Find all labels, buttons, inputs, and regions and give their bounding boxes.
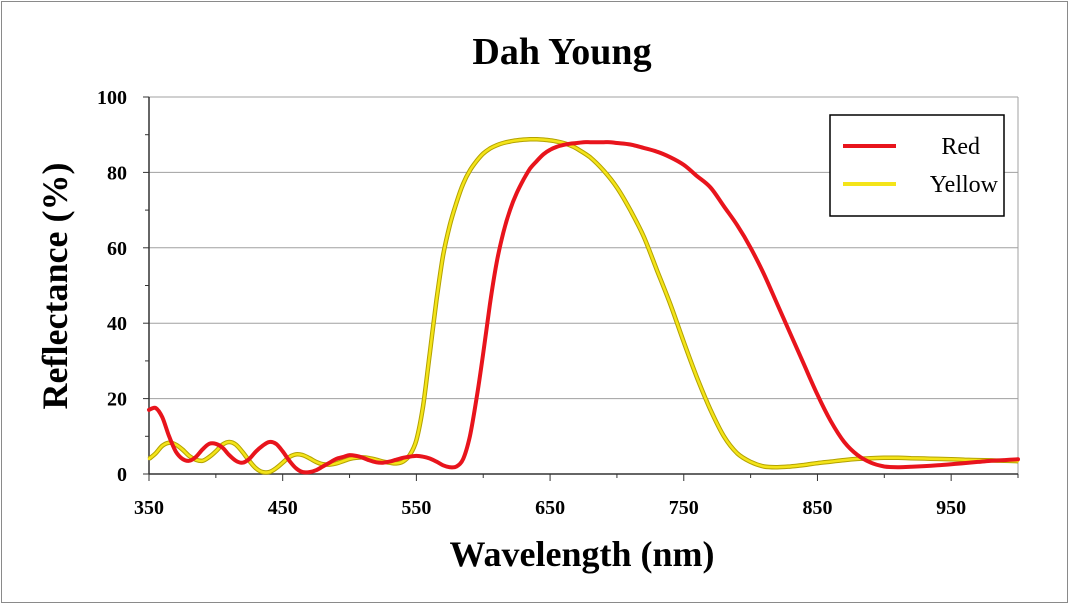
y-axis-label: Reflectance (%) — [35, 163, 75, 410]
legend-box — [829, 114, 1005, 217]
x-tick-label-0: 350 — [134, 497, 164, 519]
series-line-yellow — [147, 137, 1020, 474]
legend: Red Yellow — [829, 114, 1005, 217]
x-axis-label: Wavelength (nm) — [450, 534, 715, 574]
x-tick-label-5: 850 — [802, 497, 832, 519]
y-tick-label-3: 60 — [107, 238, 127, 260]
x-tick-label-6: 950 — [936, 497, 966, 519]
legend-label-yellow: Yellow — [930, 172, 999, 198]
legend-label-red: Red — [941, 134, 980, 160]
plot-area: 0 20 40 60 80 100 350 450 550 650 750 850 950 — [97, 87, 1020, 519]
series-line-red — [147, 140, 1020, 475]
y-tick-label-2: 40 — [107, 313, 127, 335]
y-tick-label-0: 0 — [117, 464, 127, 486]
x-tick-label-1: 450 — [268, 497, 298, 519]
y-tick-label-1: 20 — [107, 389, 127, 411]
x-tick-label-2: 550 — [401, 497, 431, 519]
x-tick-label-4: 750 — [669, 497, 699, 519]
x-tick-label-3: 650 — [535, 497, 565, 519]
y-tick-label-5: 100 — [97, 87, 127, 109]
y-tick-label-4: 80 — [107, 162, 127, 184]
chart-title: Dah Young — [472, 31, 651, 73]
